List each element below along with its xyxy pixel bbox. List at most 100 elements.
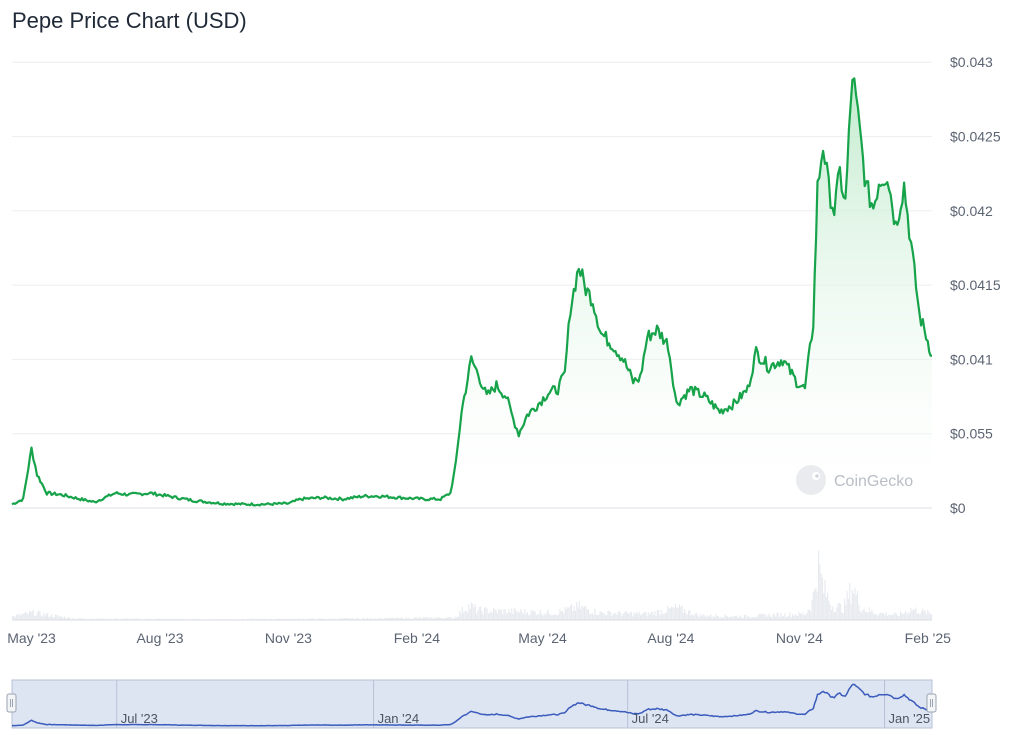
volume-bar [729,617,731,620]
volume-bar [538,614,540,620]
volume-bar [374,618,376,620]
volume-bar [418,617,420,620]
volume-bar [867,612,869,620]
volume-bar [620,613,622,620]
volume-bar [703,615,705,620]
volume-bar [27,614,29,620]
volume-bar [290,618,292,620]
volume-bar [21,614,23,620]
volume-bar [485,607,487,620]
volume-bar [344,618,346,620]
volume-bar [22,614,24,620]
volume-bar [742,617,744,620]
volume-bar [782,616,784,620]
volume-bar [823,592,825,620]
x-tick-label: Nov '24 [776,630,823,646]
volume-bar [619,610,621,620]
volume-bar [460,613,462,620]
volume-bar [395,618,397,620]
volume-bar [100,618,102,620]
volume-bar [534,611,536,620]
y-tick-label: $0.041 [950,351,993,367]
volume-bar [914,609,916,620]
volume-bar [616,615,618,620]
volume-bar [727,616,729,620]
volume-bar [827,592,829,620]
volume-bar [712,616,714,620]
volume-bar [516,612,518,620]
volume-bar [720,617,722,620]
volume-bar [524,608,526,620]
volume-bar [773,614,775,620]
volume-bar [71,618,73,620]
volume-bar [642,613,644,620]
volume-bar [673,607,675,620]
volume-bar [730,616,732,620]
volume-bar [711,616,713,620]
volume-bar [898,616,900,620]
volume-bar [893,613,895,620]
volume-bar [547,609,549,620]
navigator-grid [116,680,886,728]
volume-bar [61,616,63,620]
volume-bar [541,613,543,620]
volume-bar [447,617,449,620]
volume-bar [872,612,874,620]
volume-bar [330,618,332,620]
volume-bar [155,618,157,620]
volume-bar [525,613,527,620]
volume-bar [795,615,797,620]
volume-bar [704,616,706,620]
volume-bar [478,607,480,620]
volume-bar [634,614,636,620]
volume-bar [797,615,799,620]
volume-bar [366,617,368,620]
volume-bar [785,616,787,620]
navigator-handle-left[interactable] [6,693,17,713]
volume-bar [721,617,723,620]
volume-bar [356,618,358,620]
volume-bar [864,611,866,620]
volume-bar [26,612,28,620]
volume-bar [646,616,648,620]
volume-bar [532,611,534,620]
volume-bar [702,614,704,620]
volume-bar [929,613,931,620]
volume-bar [747,615,749,620]
volume-bar [844,598,846,620]
navigator-handle-right[interactable] [926,693,937,713]
volume-bar [288,618,290,620]
volume-bar [464,610,466,620]
volume-bar [39,611,41,620]
volume-bar [84,618,86,620]
volume-bar [157,618,159,620]
volume-bar [585,606,587,620]
volume-bar [177,618,179,620]
x-tick-label: Aug '23 [136,630,183,646]
volume-bar [597,615,599,620]
volume-bar [91,618,93,620]
volume-bar [669,608,671,620]
navigator[interactable]: Jul '23 Jan '24 Jul '24 Jan '25 [6,679,937,729]
volume-bar [392,617,394,620]
volume-bar [425,617,427,620]
volume-bar [509,613,511,620]
volume-bar [686,614,688,620]
volume-bar [806,613,808,620]
volume-bar [690,615,692,620]
volume-bars [12,550,933,620]
volume-bar [658,610,660,620]
volume-bar [793,616,795,620]
volume-bar [90,618,92,620]
volume-bar [907,611,909,620]
volume-bar [928,612,930,620]
volume-bar [48,616,50,620]
volume-bar [866,611,868,620]
volume-bar [369,617,371,620]
volume-bar [576,602,578,620]
volume-bar [134,618,136,620]
volume-bar [591,613,593,620]
volume-bar [329,618,331,620]
volume-bar [36,612,38,620]
